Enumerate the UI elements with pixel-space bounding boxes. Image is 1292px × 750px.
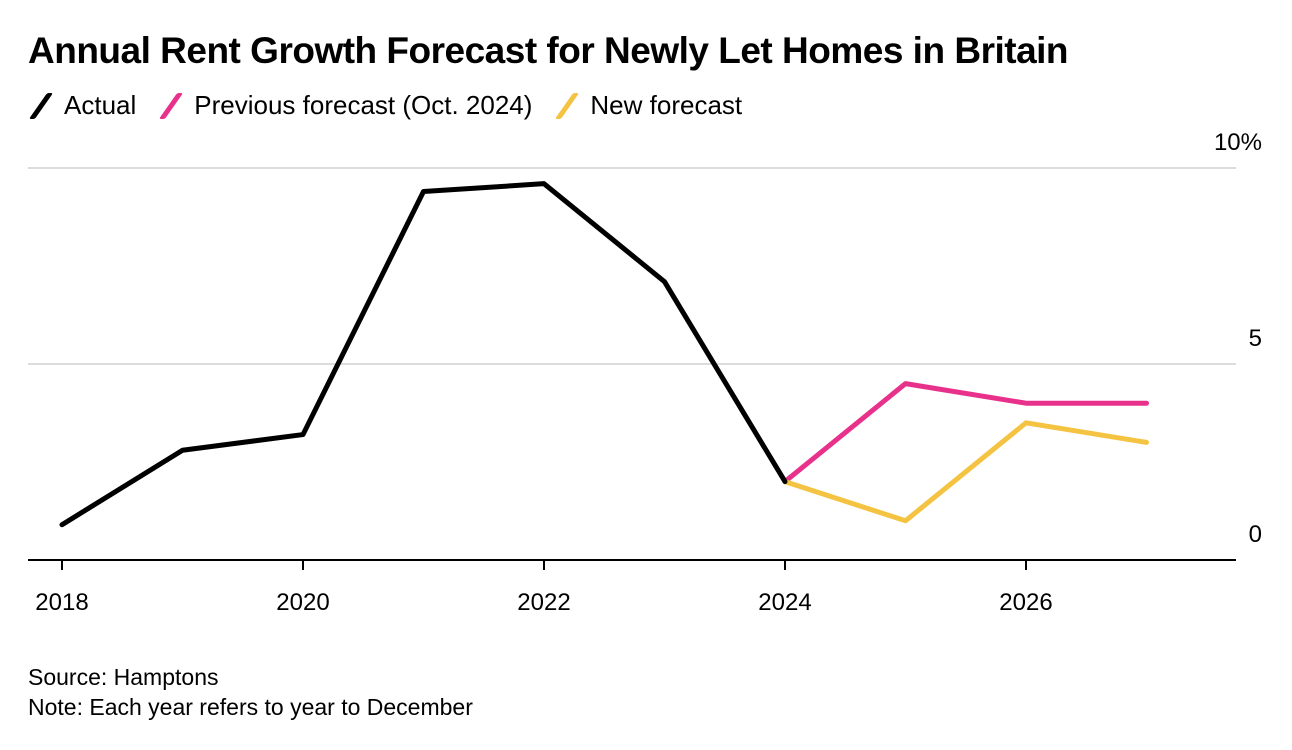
source-note: Source: Hamptons (28, 664, 219, 690)
chart-title: Annual Rent Growth Forecast for Newly Le… (28, 30, 1069, 71)
x-tick-label: 2024 (758, 589, 811, 616)
series-line-new-forecast (782, 420, 1149, 524)
x-tick-label: 2020 (276, 589, 329, 616)
x-tick-label: 2026 (999, 589, 1052, 616)
legend-label: Actual (64, 90, 137, 120)
legend-label: New forecast (590, 90, 743, 120)
legend-item-new-forecast: New forecast (554, 90, 742, 121)
y-tick-label: 10% (1214, 129, 1262, 156)
x-tick-label: 2018 (35, 589, 88, 616)
series-line-previous-forecast-oct-2024 (782, 381, 1149, 485)
legend: Actual Previous forecast (Oct. 2024) New… (28, 90, 764, 121)
legend-item-actual: Actual (28, 90, 136, 121)
series-line-actual (59, 181, 788, 528)
y-tick-label: 0 (1249, 521, 1262, 548)
legend-label: Previous forecast (Oct. 2024) (194, 90, 533, 120)
legend-item-previous-forecast: Previous forecast (Oct. 2024) (158, 90, 532, 121)
y-tick-label: 5 (1249, 325, 1262, 352)
x-tick-label: 2022 (517, 589, 570, 616)
footnotes: Source: Hamptons Note: Each year refers … (28, 662, 473, 722)
year-note: Note: Each year refers to year to Decemb… (28, 694, 473, 720)
